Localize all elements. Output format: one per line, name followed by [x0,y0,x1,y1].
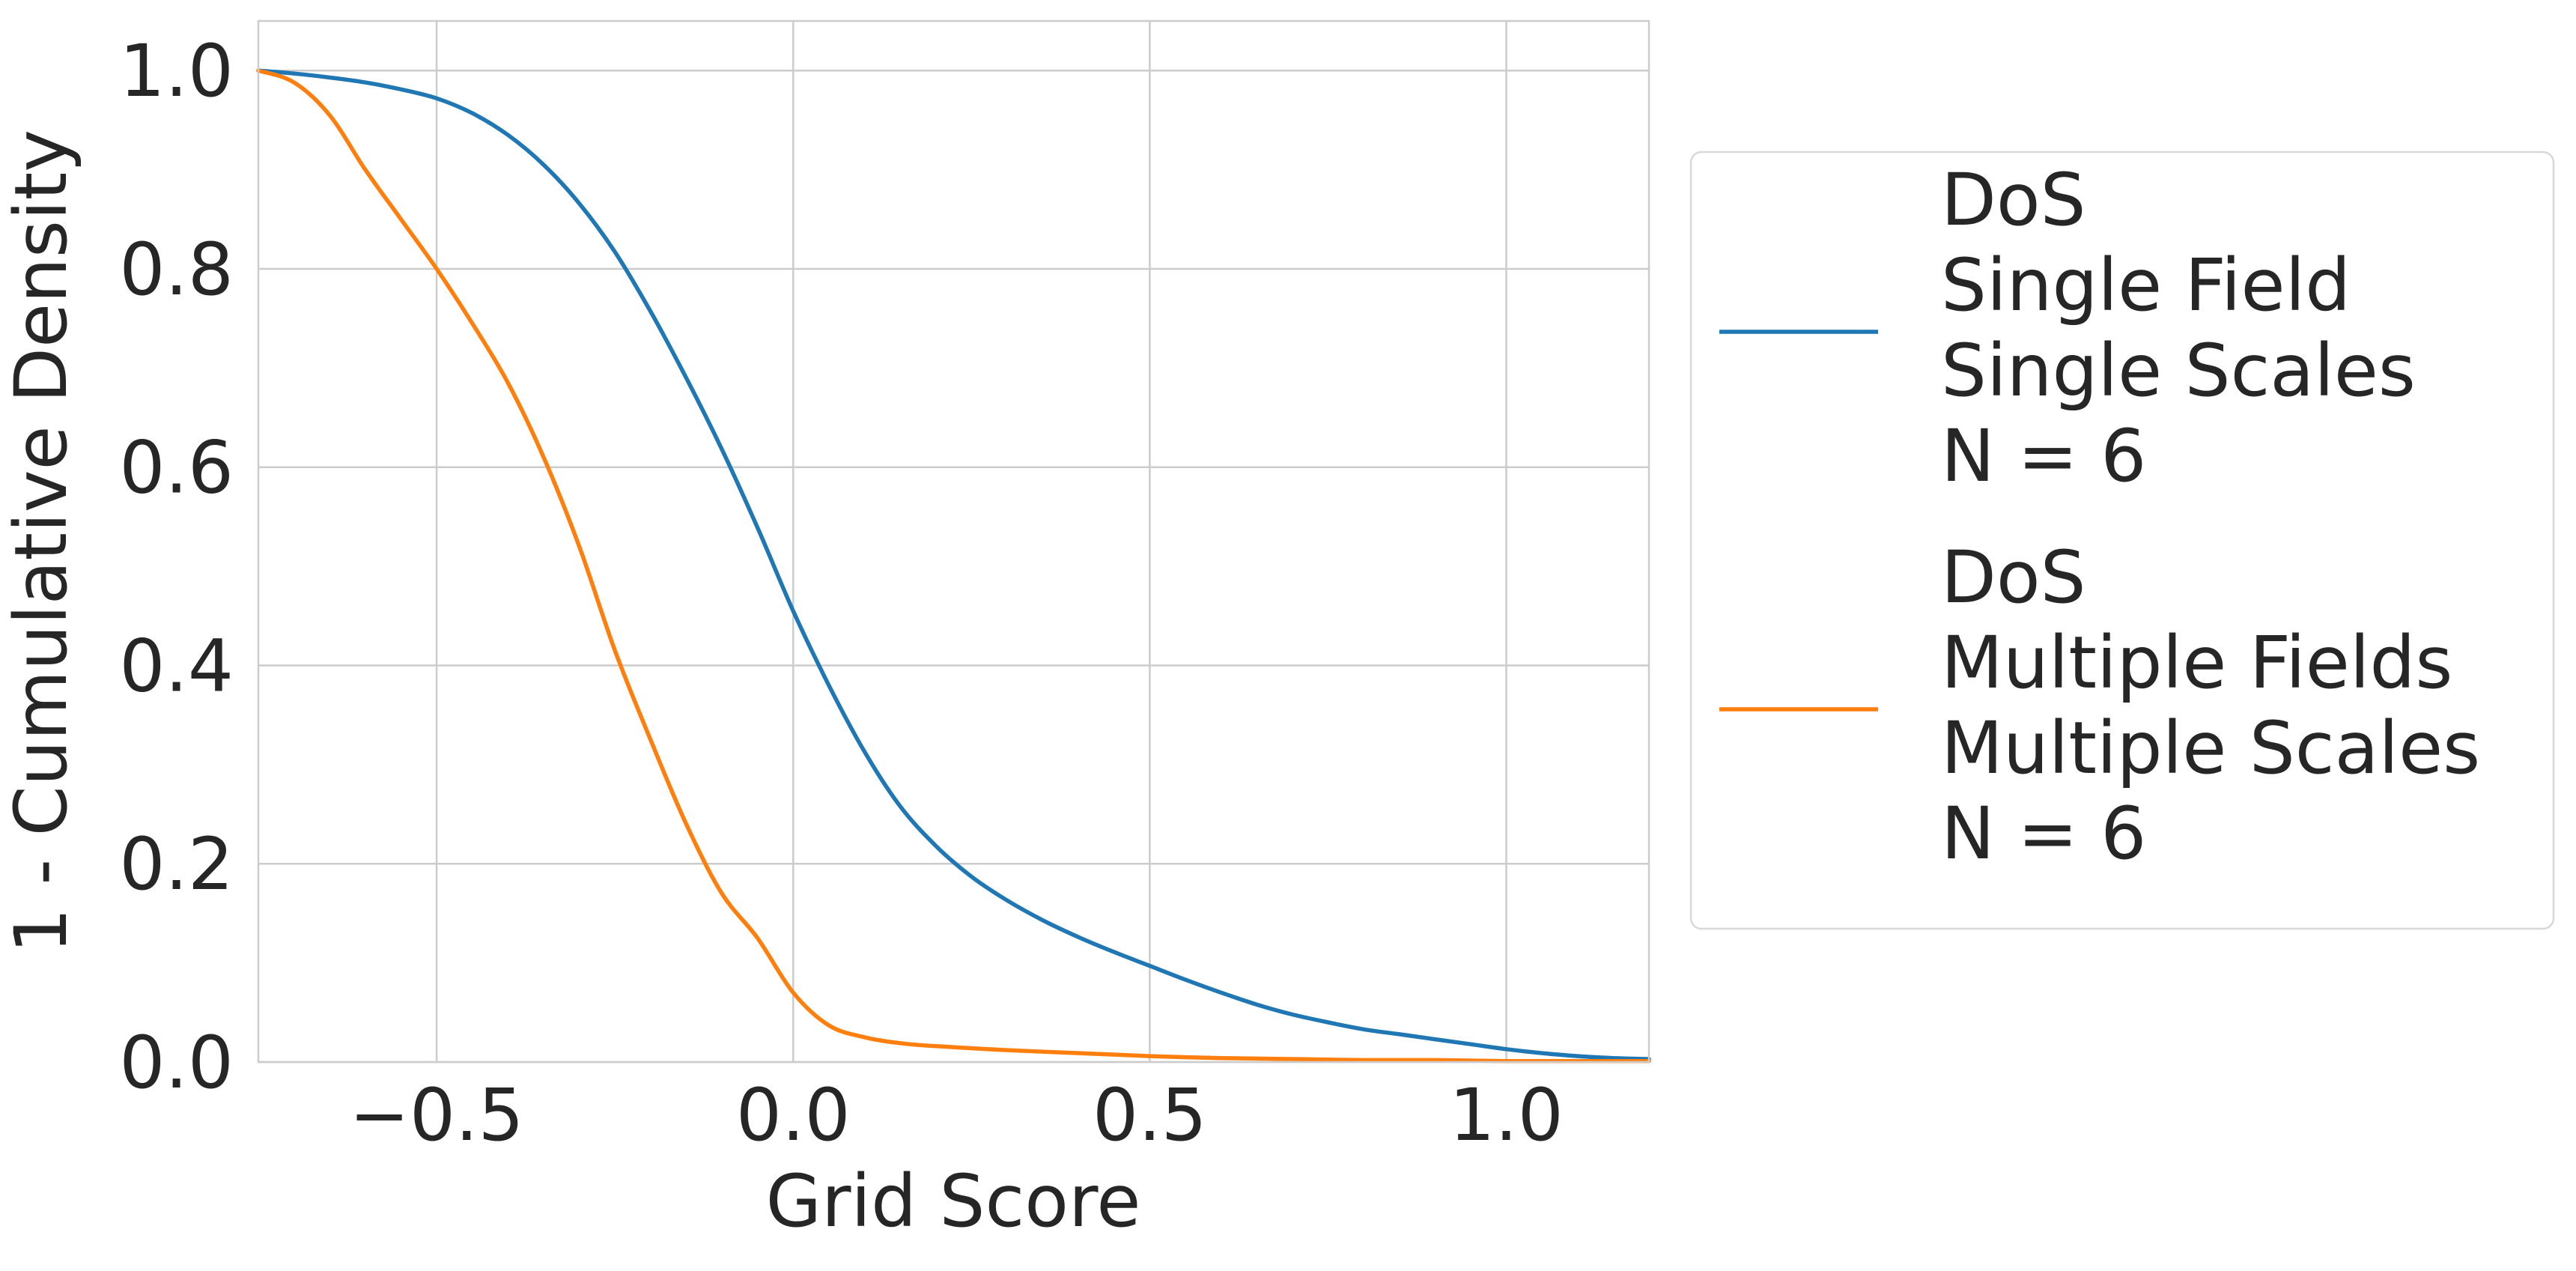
y-tick-label: 0.8 [119,228,234,312]
legend-label-1: N = 6 [1941,414,2146,498]
legend-box [1689,151,2555,930]
legend-label-2: DoS [1941,536,2086,619]
x-tick-label: −0.5 [350,1073,524,1157]
legend-label-2: Multiple Fields [1941,621,2452,705]
x-axis-ticks: −0.5 0.0 0.5 1.0 [350,1073,1564,1157]
x-tick-label: 0.0 [736,1073,851,1157]
legend-label-2: Multiple Scales [1941,706,2480,790]
y-tick-label: 0.2 [119,822,234,906]
series-lines [256,68,1651,1064]
legend-label-1: DoS [1941,158,2086,242]
legend-label-1: Single Scales [1941,329,2416,413]
series-line-2 [256,68,1651,1064]
x-axis-label: Grid Score [766,1159,1141,1243]
legend-label-2: N = 6 [1941,792,2146,876]
plot-area-frame [257,19,1650,1064]
legend-label-1: Single Field [1941,243,2351,327]
y-tick-label: 1.0 [119,29,234,113]
x-tick-label: 1.0 [1449,1073,1564,1157]
y-tick-label: 0.4 [119,624,234,708]
y-tick-label: 0.0 [119,1021,234,1105]
y-axis-ticks: 0.0 0.2 0.4 0.6 0.8 1.0 [119,29,234,1105]
y-tick-label: 0.6 [119,426,234,510]
y-axis-label: 1 - Cumulative Density [0,130,83,953]
series-line-1 [256,68,1651,1061]
x-tick-label: 0.5 [1093,1073,1207,1157]
plot-area-background [258,21,1649,1062]
